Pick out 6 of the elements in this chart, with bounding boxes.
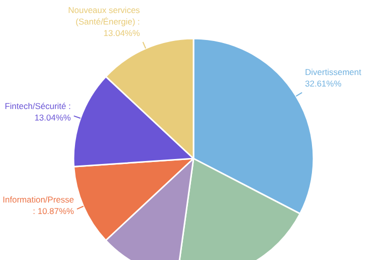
slice-label: Nouveaux services (Santé/Énergie) : 13.04%% bbox=[68, 5, 140, 38]
data-label: 32.61%% bbox=[305, 78, 342, 89]
slice-label: Information/Presse bbox=[2, 194, 74, 204]
data-label: : 10.87%% bbox=[32, 206, 74, 216]
slice-label: Divertissement bbox=[305, 67, 362, 78]
slice-label: Fintech/Sécurité : 13.04%% bbox=[4, 101, 72, 123]
